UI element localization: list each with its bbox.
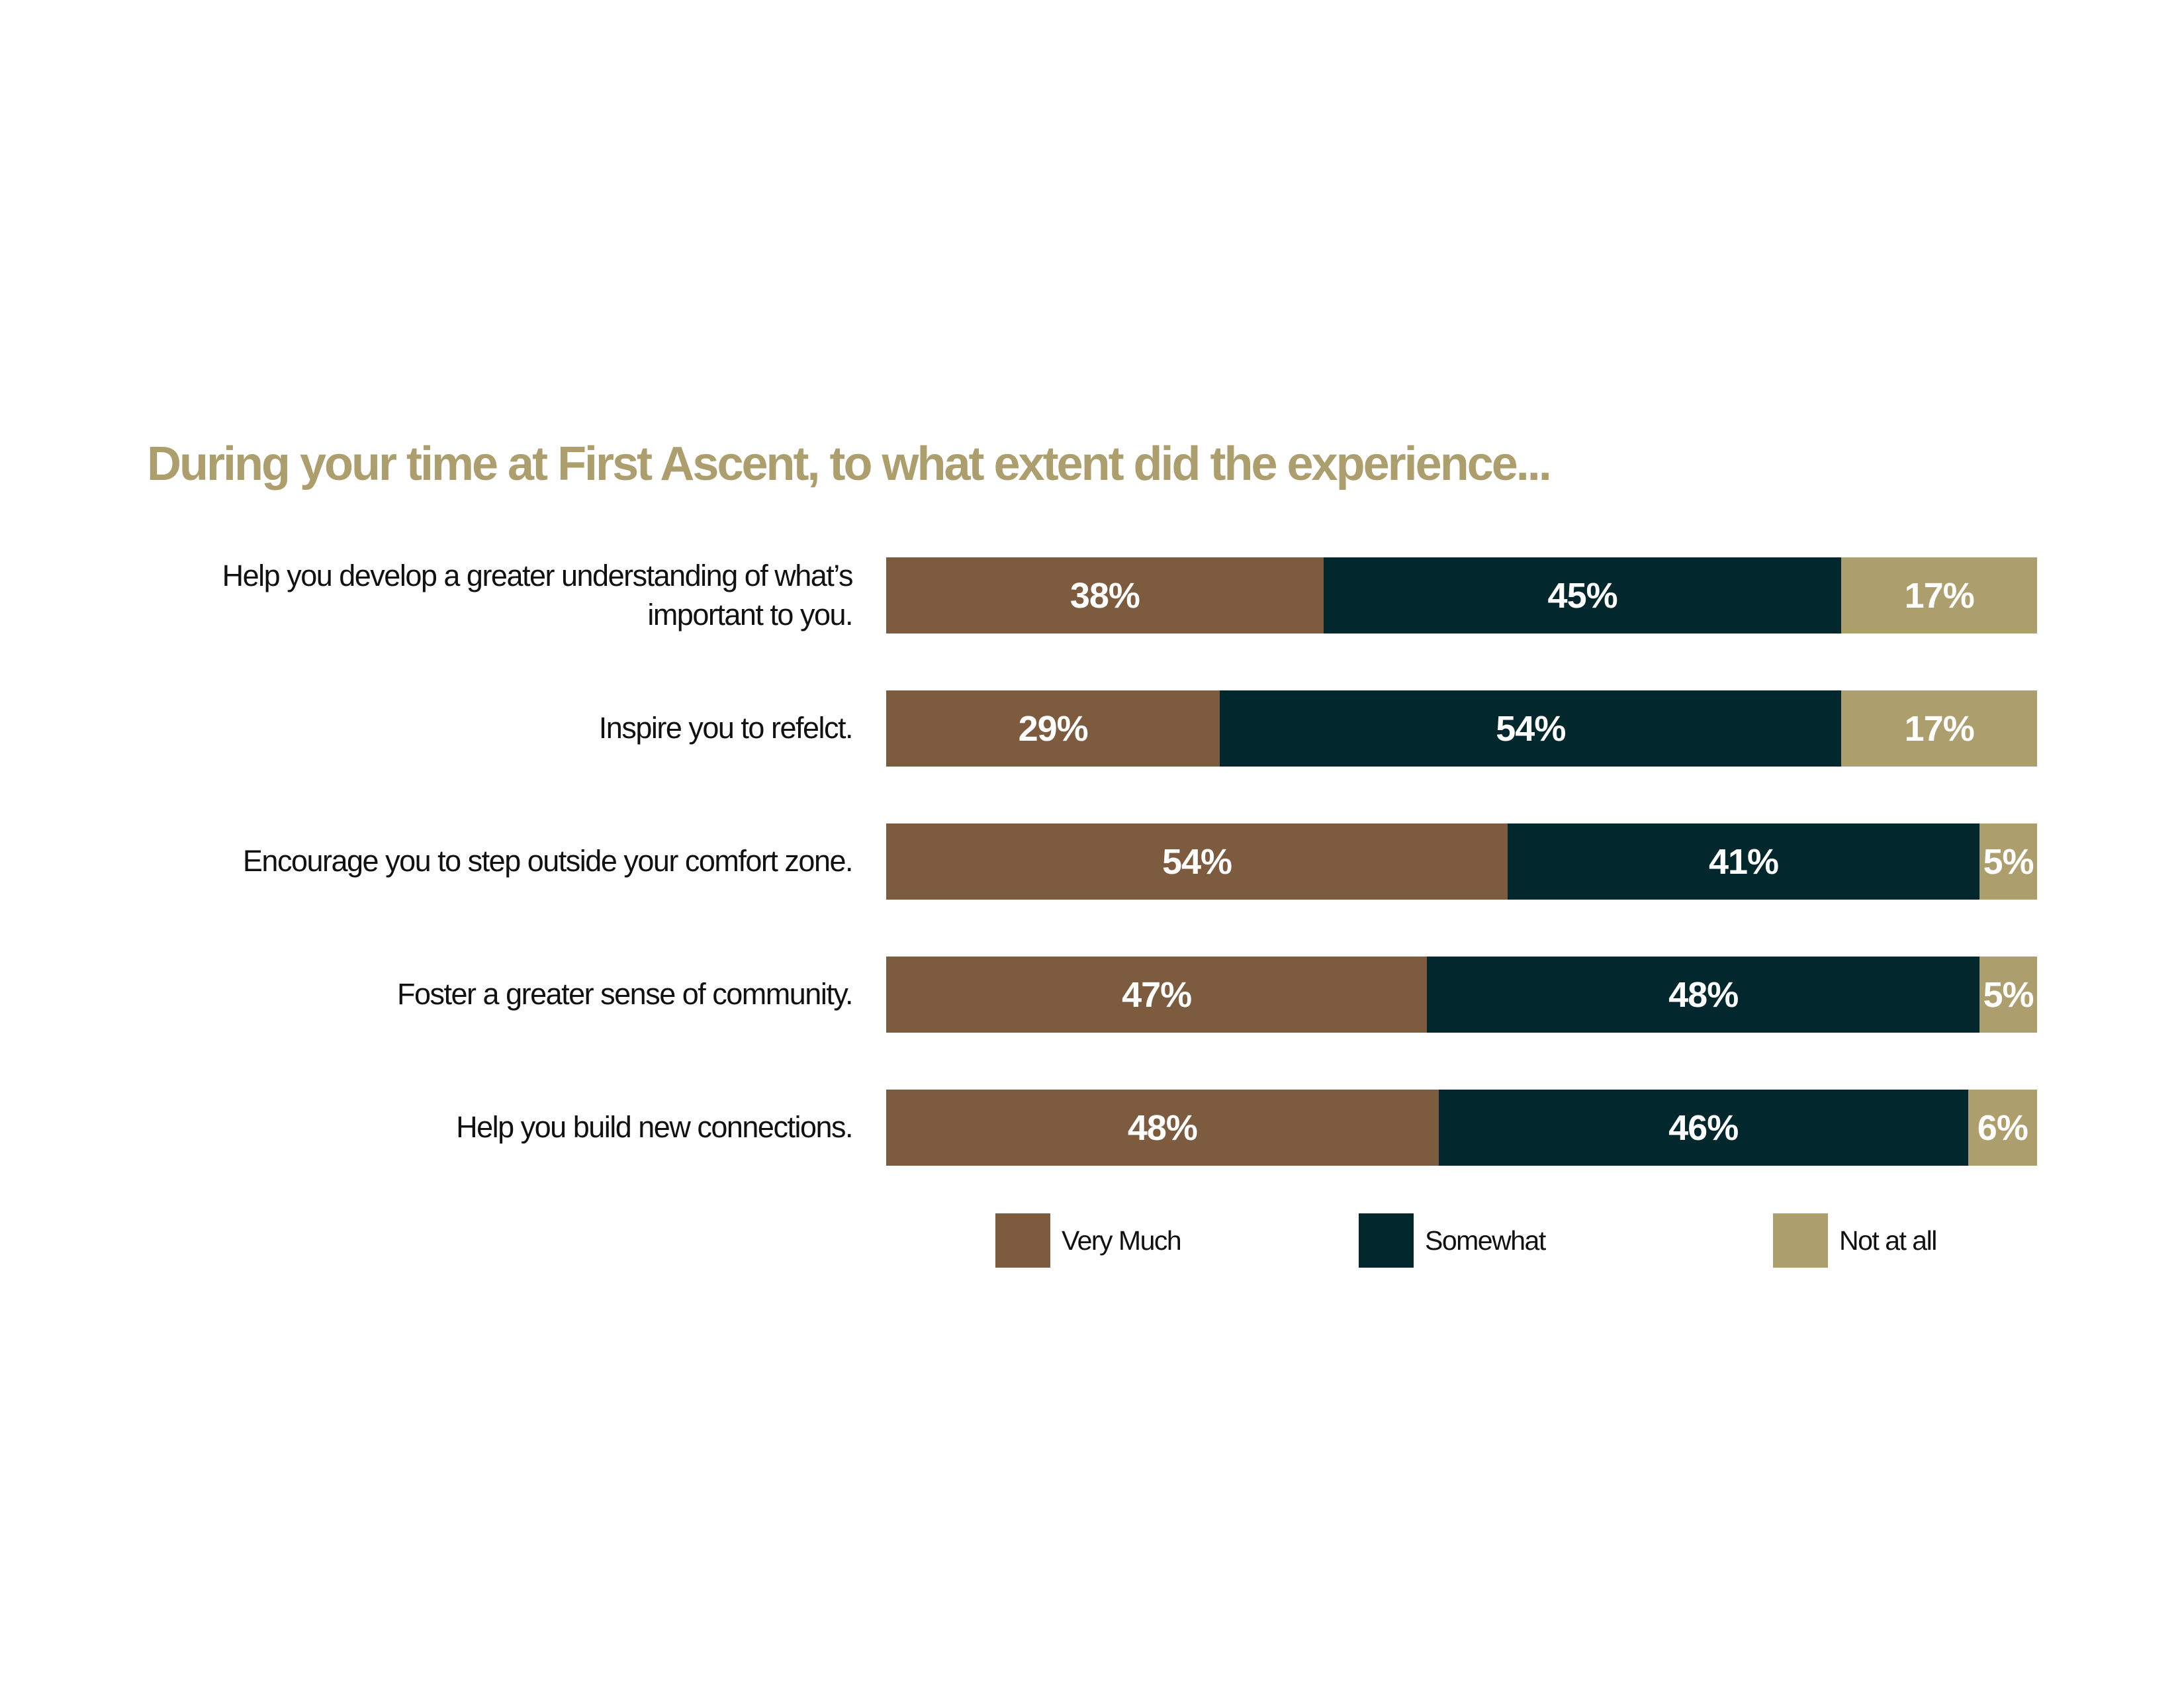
value-label: 29% bbox=[1018, 708, 1089, 749]
bar-segment: 17% bbox=[1841, 690, 2037, 767]
legend-swatch bbox=[1359, 1213, 1414, 1268]
value-label: 45% bbox=[1547, 575, 1618, 616]
bar-segment: 41% bbox=[1508, 823, 1980, 900]
value-label: 17% bbox=[1904, 708, 1975, 749]
bar-segment: 54% bbox=[886, 823, 1508, 900]
legend-label: Very Much bbox=[1062, 1225, 1182, 1256]
bar-segment: 48% bbox=[1427, 957, 1980, 1033]
legend-label: Not at all bbox=[1839, 1225, 1937, 1256]
value-label: 6% bbox=[1977, 1107, 2028, 1148]
bar-segment: 47% bbox=[886, 957, 1428, 1033]
value-label: 54% bbox=[1496, 708, 1566, 749]
category-label: Inspire you to refelct. bbox=[124, 690, 854, 767]
category-text: Help you build new connections. bbox=[456, 1110, 853, 1145]
category-label: Help you develop a greater understanding… bbox=[124, 557, 854, 633]
value-label: 38% bbox=[1069, 575, 1140, 616]
value-label: 17% bbox=[1904, 575, 1975, 616]
bar-segment: 54% bbox=[1220, 690, 1842, 767]
category-label: Foster a greater sense of community. bbox=[124, 957, 853, 1033]
bar-segment: 5% bbox=[1979, 823, 2037, 900]
value-label: 46% bbox=[1668, 1107, 1739, 1148]
bar-segment: 48% bbox=[886, 1090, 1439, 1166]
bar-segment: 38% bbox=[886, 557, 1324, 633]
category-text: Help you develop a greater understanding… bbox=[222, 559, 854, 632]
bar-segment: 29% bbox=[886, 690, 1220, 767]
bar-segment: 6% bbox=[1968, 1090, 2037, 1166]
chart-title: During your time at First Ascent, to wha… bbox=[147, 438, 1552, 491]
value-label: 5% bbox=[1983, 841, 2034, 882]
category-text: Foster a greater sense of community. bbox=[397, 977, 853, 1011]
category-label: Help you build new connections. bbox=[124, 1090, 853, 1166]
legend-swatch bbox=[1773, 1213, 1828, 1268]
value-label: 41% bbox=[1708, 841, 1779, 882]
value-label: 48% bbox=[1127, 1107, 1198, 1148]
bar-segment: 45% bbox=[1323, 557, 1842, 633]
value-label: 54% bbox=[1161, 841, 1232, 882]
value-label: 48% bbox=[1668, 974, 1739, 1015]
category-text: Encourage you to step outside your comfo… bbox=[242, 844, 854, 878]
bar-segment: 46% bbox=[1438, 1090, 1968, 1166]
value-label: 5% bbox=[1983, 974, 2034, 1015]
legend-label: Somewhat bbox=[1425, 1225, 1546, 1256]
legend-swatch bbox=[995, 1213, 1050, 1268]
value-label: 47% bbox=[1122, 974, 1192, 1015]
bar-segment: 17% bbox=[1841, 557, 2037, 633]
category-label: Encourage you to step outside your comfo… bbox=[124, 823, 854, 900]
bar-segment: 5% bbox=[1979, 957, 2037, 1033]
category-text: Inspire you to refelct. bbox=[598, 711, 854, 745]
